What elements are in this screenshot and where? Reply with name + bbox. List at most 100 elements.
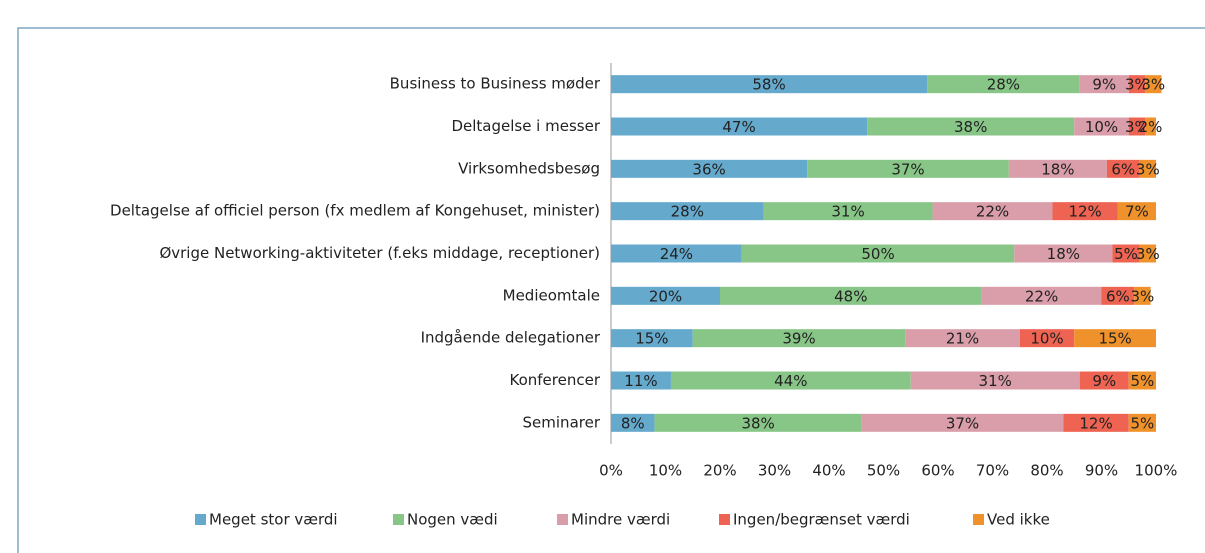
data-label: 2% xyxy=(1139,118,1163,136)
data-label: 5% xyxy=(1130,414,1154,432)
legend-label: Ingen/begrænset værdi xyxy=(733,511,910,529)
category-label: Medieomtale xyxy=(503,286,600,304)
data-label: 48% xyxy=(834,287,867,305)
data-label: 9% xyxy=(1092,372,1116,390)
bar-segment xyxy=(1074,117,1129,136)
bar-segment xyxy=(1079,75,1129,94)
data-label: 21% xyxy=(946,330,979,348)
category-label: Deltagelse i messer xyxy=(451,117,600,135)
data-label: 58% xyxy=(752,76,785,94)
category-label: Konferencer xyxy=(510,371,601,389)
bar-segment xyxy=(763,202,933,221)
bar-segment xyxy=(611,286,720,305)
data-label: 37% xyxy=(946,414,979,432)
bar-segment xyxy=(1128,75,1146,94)
bar-segment xyxy=(861,413,1064,432)
bar-segment xyxy=(611,202,764,221)
data-label: 12% xyxy=(1068,203,1101,221)
bar-segment xyxy=(1139,159,1156,178)
data-label: 39% xyxy=(782,330,815,348)
legend-swatch xyxy=(719,514,730,525)
bar-segment xyxy=(1139,244,1156,263)
bar-segment xyxy=(1112,244,1140,263)
bar-segment xyxy=(1101,286,1135,305)
bar-segment xyxy=(1074,329,1156,348)
data-label: 7% xyxy=(1125,203,1149,221)
x-tick-label: 80% xyxy=(1030,462,1063,480)
bar-segment xyxy=(1128,413,1156,432)
bar-segment xyxy=(611,159,808,178)
data-label: 11% xyxy=(624,372,657,390)
bar-segment xyxy=(1019,329,1075,348)
legend-swatch xyxy=(973,514,984,525)
category-label: Indgående delegationer xyxy=(421,329,601,347)
legend-label: Ved ikke xyxy=(987,511,1050,529)
data-label: 24% xyxy=(660,245,693,263)
bar-segment xyxy=(1106,159,1140,178)
category-label: Seminarer xyxy=(523,413,601,431)
data-label: 3% xyxy=(1136,245,1160,263)
data-label: 37% xyxy=(891,160,924,178)
data-label: 5% xyxy=(1130,372,1154,390)
x-tick-label: 0% xyxy=(599,462,623,480)
data-label: 8% xyxy=(621,414,645,432)
category-label: Øvrige Networking-aktiviteter (f.eks mid… xyxy=(159,244,600,262)
x-tick-label: 40% xyxy=(812,462,845,480)
bar-segment xyxy=(807,159,1009,178)
bar-segment xyxy=(654,413,862,432)
data-label: 31% xyxy=(979,372,1012,390)
data-label: 47% xyxy=(722,118,755,136)
data-label: 3% xyxy=(1130,287,1154,305)
x-tick-label: 30% xyxy=(758,462,791,480)
bar-segment xyxy=(741,244,1015,263)
bar-segment xyxy=(611,75,928,94)
bar-segment xyxy=(1134,286,1151,305)
data-label: 50% xyxy=(861,245,894,263)
x-tick-label: 10% xyxy=(649,462,682,480)
legend-swatch xyxy=(557,514,568,525)
legend-label: Mindre værdi xyxy=(571,511,670,529)
bar-segment xyxy=(1052,202,1118,221)
bar-segment xyxy=(720,286,982,305)
data-label: 3% xyxy=(1125,118,1149,136)
bar-segment xyxy=(1079,371,1129,390)
data-label: 3% xyxy=(1141,76,1165,94)
bar-segment xyxy=(611,413,655,432)
x-tick-label: 50% xyxy=(867,462,900,480)
bar-segment xyxy=(1128,371,1156,390)
data-label: 28% xyxy=(671,203,704,221)
bar-segment xyxy=(1145,117,1156,136)
bar-segment xyxy=(670,371,911,390)
data-label: 20% xyxy=(649,287,682,305)
data-label: 44% xyxy=(774,372,807,390)
category-label: Business to Business møder xyxy=(390,75,601,93)
bar-segment xyxy=(867,117,1075,136)
data-label: 5% xyxy=(1114,245,1138,263)
bar-segment xyxy=(1063,413,1129,432)
data-label: 28% xyxy=(987,76,1020,94)
bar-segment xyxy=(692,329,906,348)
bar-segment xyxy=(981,286,1102,305)
data-label: 6% xyxy=(1111,160,1135,178)
data-label: 12% xyxy=(1079,414,1112,432)
x-tick-label: 20% xyxy=(703,462,736,480)
category-label: Virksomhedsbesøg xyxy=(458,159,600,177)
bar-segment xyxy=(1014,244,1113,263)
bar-segment xyxy=(611,329,693,348)
legend-swatch xyxy=(195,514,206,525)
data-label: 31% xyxy=(831,203,864,221)
data-label: 3% xyxy=(1125,76,1149,94)
data-label: 18% xyxy=(1047,245,1080,263)
data-label: 22% xyxy=(976,203,1009,221)
bar-segment xyxy=(1008,159,1107,178)
data-label: 3% xyxy=(1136,160,1160,178)
data-label: 15% xyxy=(635,330,668,348)
x-tick-label: 100% xyxy=(1135,462,1178,480)
bar-segment xyxy=(1145,75,1162,94)
legend-swatch xyxy=(393,514,404,525)
x-tick-label: 70% xyxy=(976,462,1009,480)
bar-segment xyxy=(927,75,1080,94)
x-tick-label: 60% xyxy=(921,462,954,480)
